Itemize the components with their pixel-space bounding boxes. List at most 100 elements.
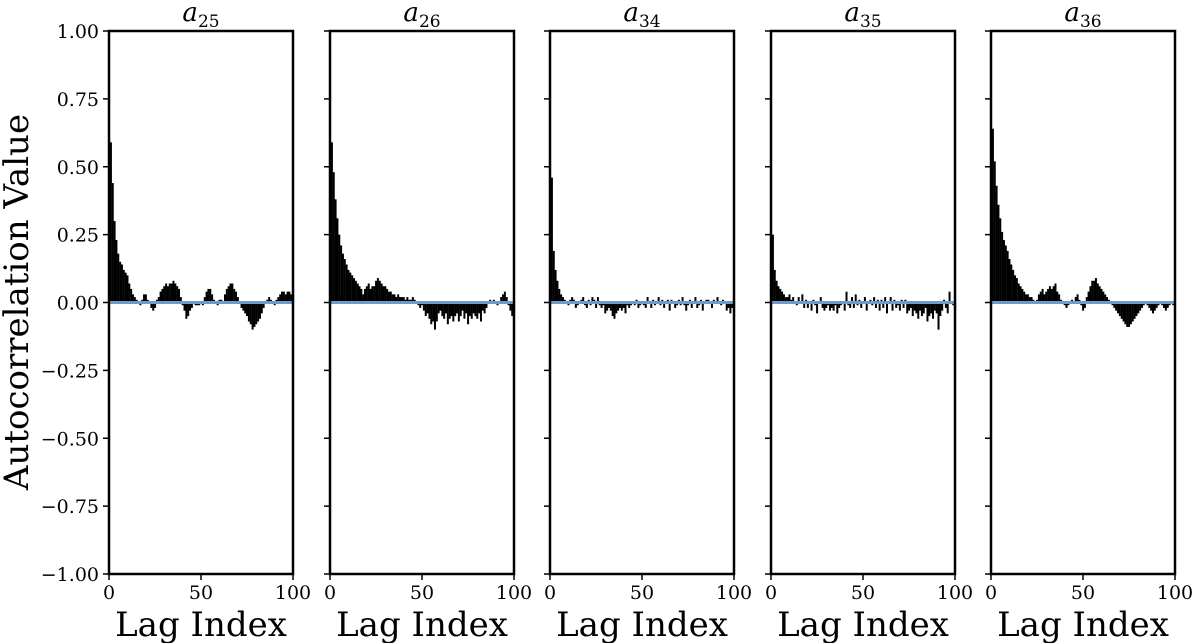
bar	[229, 283, 232, 303]
x-tick-label: 100	[1157, 582, 1193, 604]
panel-title-base: a	[1064, 0, 1080, 28]
bar	[338, 234, 341, 303]
bar	[257, 302, 260, 322]
panel-title-subscript: 26	[419, 12, 441, 32]
bar	[690, 302, 693, 308]
bar	[470, 302, 473, 319]
bar	[1083, 302, 1086, 308]
panel-title-base: a	[182, 0, 198, 28]
bar	[117, 253, 120, 303]
bar	[205, 291, 208, 303]
x-tick-label: 100	[716, 582, 752, 604]
bar	[369, 288, 372, 303]
bar	[124, 272, 127, 303]
bar	[144, 294, 147, 303]
bar	[277, 297, 280, 303]
bar	[166, 286, 169, 303]
bar	[157, 297, 160, 303]
bar	[556, 280, 559, 303]
bar	[873, 297, 876, 303]
panel-title: a25	[182, 0, 219, 32]
bar	[863, 297, 866, 303]
bar	[203, 297, 206, 303]
panel-title-subscript: 35	[860, 12, 882, 32]
bar	[784, 297, 787, 303]
bar	[786, 297, 789, 303]
bar	[607, 302, 610, 308]
bar	[781, 291, 784, 303]
bar	[509, 302, 512, 311]
bar	[1085, 297, 1088, 303]
bar	[290, 294, 293, 303]
bar	[373, 286, 376, 303]
bar	[1164, 302, 1167, 311]
bar	[395, 297, 398, 303]
bar	[620, 302, 623, 311]
panel-title-subscript: 36	[1080, 12, 1102, 32]
bar	[159, 291, 162, 303]
bar	[286, 291, 289, 303]
bar	[941, 302, 944, 311]
bar	[1023, 291, 1026, 303]
bar	[821, 302, 824, 308]
bar-series	[330, 142, 516, 330]
bar	[439, 302, 442, 311]
bar	[251, 302, 254, 330]
bar	[133, 297, 136, 303]
bar	[430, 302, 433, 325]
bar	[481, 302, 484, 311]
panel-title-subscript: 34	[639, 12, 661, 32]
panel-title-base: a	[844, 0, 860, 28]
bar	[109, 142, 112, 303]
bar	[685, 302, 688, 311]
bar	[367, 283, 370, 303]
bar	[1102, 291, 1105, 303]
bar	[365, 286, 368, 303]
bar	[694, 297, 697, 303]
bar	[253, 302, 256, 327]
bar	[209, 288, 212, 303]
bar	[674, 302, 677, 308]
bar	[1041, 288, 1044, 303]
bar	[1047, 288, 1050, 303]
bar	[571, 297, 574, 303]
x-tick-label: 0	[985, 582, 997, 604]
bar	[1100, 288, 1103, 303]
bar	[152, 302, 155, 311]
bar	[574, 302, 577, 308]
bar	[332, 172, 335, 303]
bar	[1025, 294, 1028, 303]
bar-series	[109, 142, 295, 330]
bar	[1153, 302, 1156, 311]
panel-title-base: a	[403, 0, 419, 28]
bar	[615, 302, 618, 314]
bar	[788, 294, 791, 303]
bar	[422, 302, 425, 311]
bar	[1140, 302, 1143, 308]
bar	[362, 294, 365, 303]
bar	[1052, 286, 1055, 303]
y-tick-label: 0.50	[57, 157, 99, 179]
bar	[828, 302, 831, 311]
bar	[351, 275, 354, 303]
bar	[725, 302, 728, 311]
bar	[816, 302, 819, 314]
bar	[249, 302, 252, 325]
x-tick-label: 50	[410, 582, 434, 604]
bar	[1012, 269, 1015, 303]
bar	[178, 288, 180, 303]
bar	[1115, 302, 1118, 311]
bar	[843, 302, 846, 311]
bar	[225, 288, 228, 303]
bar	[120, 264, 123, 303]
bar	[991, 128, 994, 303]
bar	[560, 294, 563, 303]
x-axis-label: Lag Index	[115, 605, 287, 643]
bar	[1152, 302, 1154, 314]
bar	[637, 302, 640, 308]
bar	[246, 302, 249, 317]
bar	[622, 302, 625, 308]
x-tick-label: 0	[103, 582, 115, 604]
